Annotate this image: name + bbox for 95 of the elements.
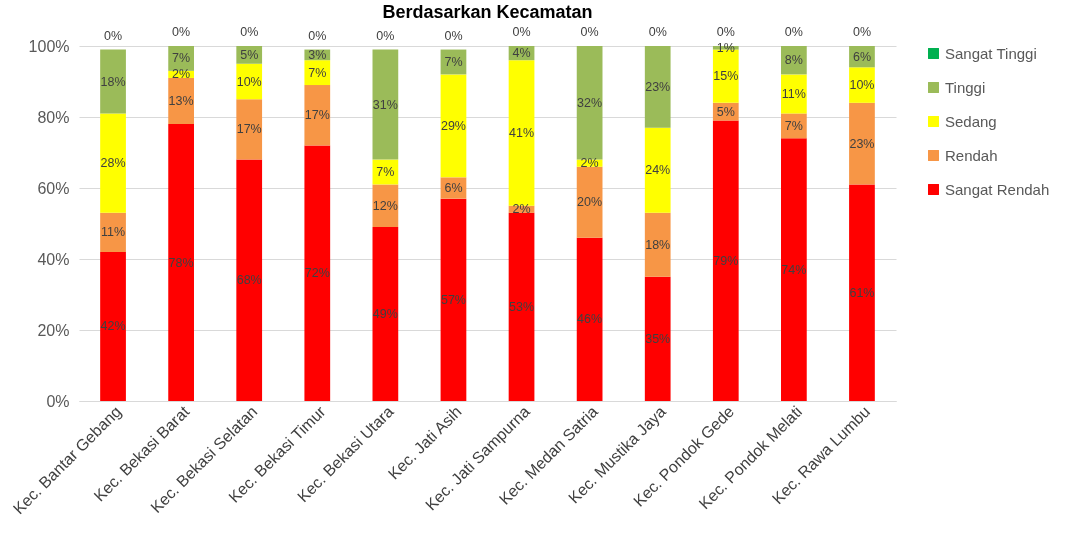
data-label: 5% (240, 47, 259, 62)
data-label: 28% (100, 156, 126, 171)
data-label: 61% (849, 285, 875, 300)
data-label: 79% (713, 253, 739, 268)
y-tick-label: 60% (37, 179, 70, 197)
data-label: 0% (852, 25, 871, 39)
bar (849, 184, 875, 401)
bar (644, 127, 671, 213)
data-label: 11% (100, 225, 126, 240)
bar (576, 46, 603, 160)
data-label: 72% (304, 266, 330, 281)
data-label: 6% (852, 49, 871, 64)
data-label: 18% (645, 237, 671, 252)
data-label: 78% (168, 255, 194, 270)
bar (644, 212, 671, 277)
data-label: 7% (444, 54, 463, 69)
bar (440, 74, 467, 178)
data-label: 12% (372, 198, 398, 213)
data-label: 8% (784, 53, 803, 68)
y-tick-label: 0% (46, 392, 70, 410)
data-label: 32% (577, 95, 603, 110)
data-label: 0% (444, 28, 463, 43)
data-label: 17% (236, 122, 262, 137)
bar (644, 46, 671, 128)
data-label: 57% (440, 292, 466, 307)
y-tick-label: 80% (37, 108, 70, 126)
data-label: 2% (512, 202, 531, 217)
legend-label: Sedang (945, 112, 997, 130)
data-label: 42% (100, 319, 126, 334)
data-label: 3% (308, 47, 327, 62)
data-label: 29% (440, 118, 466, 133)
data-label: 2% (580, 156, 599, 171)
data-label: 24% (645, 163, 671, 178)
legend-label: Sangat Tinggi (945, 44, 1037, 62)
data-label: 11% (781, 86, 806, 101)
data-label: 10% (849, 78, 875, 93)
data-label: 6% (444, 181, 463, 195)
data-label: 0% (172, 25, 191, 39)
bar (644, 276, 671, 401)
bar (781, 138, 807, 401)
bar (508, 60, 535, 206)
bar (100, 49, 126, 114)
bar (508, 212, 535, 401)
data-label: 7% (172, 51, 191, 66)
data-label: 0% (784, 25, 803, 39)
bar (168, 124, 194, 401)
bar (100, 251, 126, 401)
y-tick-label: 20% (37, 321, 70, 339)
data-label: 0% (580, 25, 599, 39)
bar (576, 237, 603, 401)
data-label: 31% (372, 97, 398, 112)
data-label: 0% (376, 28, 395, 43)
data-label: 0% (104, 28, 123, 43)
legend-label: Rendah (945, 146, 998, 164)
data-label: 41% (509, 125, 535, 140)
bar (849, 102, 875, 185)
data-label: 5% (716, 104, 735, 119)
legend-label: Sangat Rendah (945, 180, 1050, 198)
data-label: 0% (308, 28, 327, 43)
data-label: 2% (172, 67, 191, 82)
data-label: 53% (509, 299, 535, 314)
bar (304, 85, 331, 146)
data-label: 17% (304, 108, 330, 123)
bar (236, 99, 263, 160)
data-label: 18% (100, 74, 126, 89)
data-label: 23% (645, 79, 671, 94)
data-label: 7% (308, 65, 327, 80)
bar (440, 198, 467, 401)
y-tick-label: 100% (28, 37, 70, 55)
data-label: 0% (648, 25, 667, 39)
chart-title: Berdasarkan Kecamatan (382, 2, 593, 22)
data-label: 68% (236, 273, 262, 288)
data-label: 15% (713, 69, 739, 84)
data-label: 0% (240, 25, 259, 39)
y-tick-label: 40% (37, 250, 70, 268)
data-label: 4% (512, 46, 531, 61)
data-label: 0% (716, 25, 735, 39)
data-label: 46% (577, 312, 603, 327)
data-label: 10% (236, 74, 262, 89)
data-label: 7% (784, 118, 803, 133)
data-label: 20% (577, 195, 603, 210)
data-label: 13% (168, 94, 194, 109)
bar (304, 145, 331, 401)
data-label: 74% (781, 262, 807, 277)
data-label: 7% (376, 165, 395, 180)
data-label: 0% (512, 25, 531, 39)
data-label: 35% (645, 331, 671, 346)
bar (372, 49, 399, 160)
bar (372, 227, 399, 401)
legend-label: Tinggi (945, 78, 986, 96)
bar (712, 120, 739, 401)
data-label: 23% (849, 136, 875, 151)
data-label: 49% (372, 307, 398, 322)
bar (100, 113, 126, 213)
bar (236, 159, 263, 401)
